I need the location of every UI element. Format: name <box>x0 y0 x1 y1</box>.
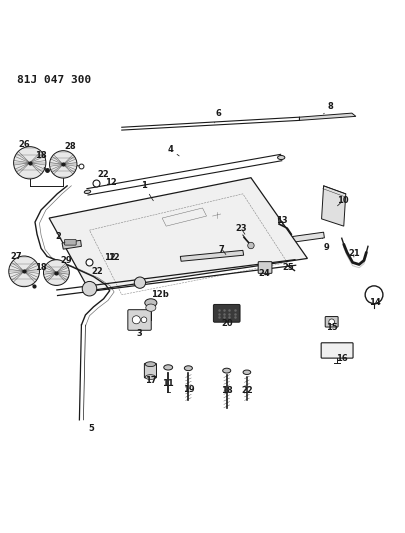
Circle shape <box>9 256 39 287</box>
Text: 11: 11 <box>162 379 174 388</box>
Text: 23: 23 <box>235 224 247 235</box>
Text: 12: 12 <box>104 178 116 187</box>
Text: 4: 4 <box>167 145 179 156</box>
Polygon shape <box>299 113 356 120</box>
Circle shape <box>82 281 97 296</box>
Text: 81J 047 300: 81J 047 300 <box>17 75 91 85</box>
Ellipse shape <box>145 362 156 367</box>
Ellipse shape <box>84 190 91 193</box>
Text: 25: 25 <box>282 263 294 272</box>
Circle shape <box>248 243 254 249</box>
FancyBboxPatch shape <box>258 262 272 273</box>
Text: 26: 26 <box>18 140 30 149</box>
Text: 18: 18 <box>221 386 232 395</box>
Text: 17: 17 <box>145 376 156 385</box>
FancyBboxPatch shape <box>213 304 240 322</box>
FancyBboxPatch shape <box>144 364 156 378</box>
Polygon shape <box>180 251 244 261</box>
Ellipse shape <box>145 299 157 307</box>
Text: 10: 10 <box>337 196 349 206</box>
Text: 14: 14 <box>369 298 381 308</box>
Text: 1: 1 <box>141 181 153 201</box>
Text: 9: 9 <box>322 238 330 252</box>
Text: 22: 22 <box>241 386 253 395</box>
Circle shape <box>141 317 147 322</box>
Text: 29: 29 <box>61 255 72 264</box>
Text: 7: 7 <box>219 245 226 254</box>
Text: 16: 16 <box>336 354 347 363</box>
Polygon shape <box>251 232 324 248</box>
Text: 15: 15 <box>326 322 337 332</box>
Ellipse shape <box>145 375 156 379</box>
Text: 24: 24 <box>258 269 270 278</box>
Text: 5: 5 <box>88 424 94 433</box>
Text: 28: 28 <box>64 142 76 151</box>
Ellipse shape <box>184 366 192 370</box>
FancyBboxPatch shape <box>64 239 76 245</box>
Ellipse shape <box>164 365 173 370</box>
Circle shape <box>49 151 77 178</box>
Polygon shape <box>49 177 307 290</box>
Ellipse shape <box>277 156 285 159</box>
Text: 22: 22 <box>97 169 109 179</box>
Text: 18: 18 <box>35 263 47 272</box>
Text: 13: 13 <box>276 215 288 225</box>
Circle shape <box>14 147 46 179</box>
Text: 12: 12 <box>108 253 119 262</box>
Polygon shape <box>322 186 346 226</box>
Text: 22: 22 <box>92 267 103 276</box>
Text: 12b: 12b <box>151 290 168 299</box>
Circle shape <box>134 277 145 288</box>
Circle shape <box>132 316 141 324</box>
Circle shape <box>43 260 69 286</box>
FancyBboxPatch shape <box>128 310 151 330</box>
FancyBboxPatch shape <box>325 317 338 327</box>
Text: 6: 6 <box>215 109 222 123</box>
FancyBboxPatch shape <box>321 343 353 358</box>
Circle shape <box>329 319 335 325</box>
Text: 18: 18 <box>35 151 47 160</box>
Text: 12: 12 <box>104 253 115 262</box>
Text: 8: 8 <box>324 102 334 114</box>
Polygon shape <box>62 240 81 249</box>
Text: 3: 3 <box>136 329 143 338</box>
Ellipse shape <box>146 304 156 311</box>
Text: 19: 19 <box>183 385 194 394</box>
Text: 21: 21 <box>348 249 360 257</box>
Text: 2: 2 <box>55 232 65 242</box>
Ellipse shape <box>223 368 231 373</box>
Text: 27: 27 <box>10 252 22 261</box>
Text: 20: 20 <box>222 319 233 328</box>
Ellipse shape <box>243 370 251 375</box>
